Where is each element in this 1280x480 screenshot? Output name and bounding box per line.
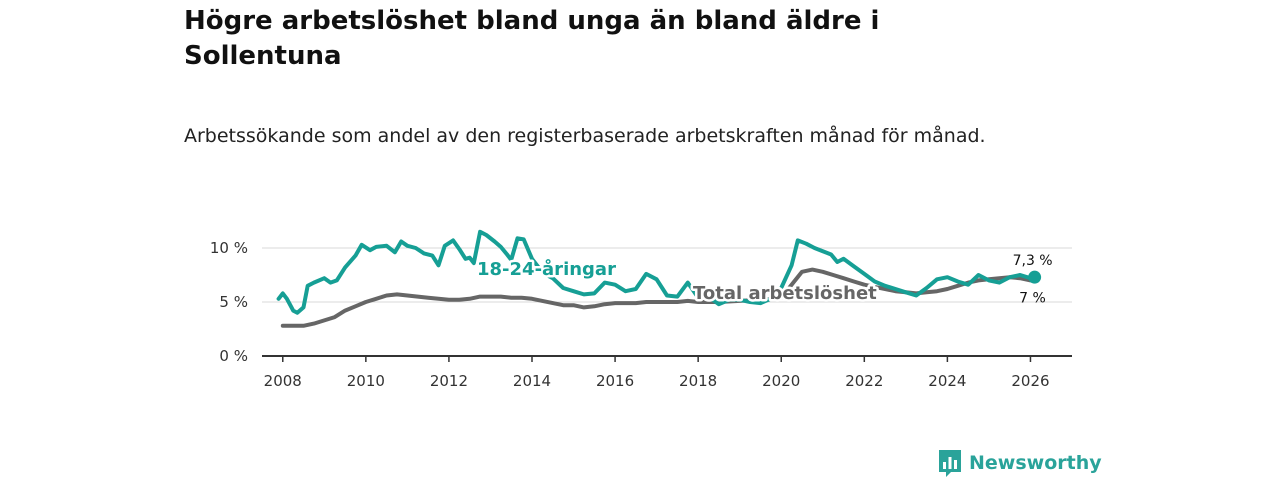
newsworthy-logo: Newsworthy [937, 448, 1102, 478]
series-lines [276, 229, 1042, 328]
series-labels: 7,3 % 7 % 18-24-åringar Total arbetslöshet [475, 253, 1053, 306]
y-axis-ticks: 0 % 5 % 10 % [210, 239, 248, 365]
x-axis-ticks: 2008 2010 2012 2014 2016 2018 2020 2022 2024 2026 [264, 356, 1050, 390]
x-tick-label: 2008 [264, 372, 302, 390]
newsworthy-bar-chart-icon [939, 450, 961, 477]
y-tick-label: 5 % [219, 293, 248, 311]
x-tick-label: 2016 [596, 372, 634, 390]
series-line-youth [276, 229, 1037, 315]
x-tick-label: 2020 [762, 372, 800, 390]
chart-subtitle: Arbetssökande som andel av den registerb… [184, 125, 986, 147]
x-tick-label: 2022 [845, 372, 883, 390]
brand-name: Newsworthy [969, 452, 1102, 474]
y-tick-label: 10 % [210, 239, 248, 257]
series-label-youth: 18-24-åringar [477, 258, 616, 280]
chart-title: Högre arbetslöshet bland unga än bland ä… [184, 6, 880, 71]
series-label-total: Total arbetslöshet [693, 283, 877, 304]
x-tick-label: 2018 [679, 372, 717, 390]
x-tick-label: 2014 [513, 372, 551, 390]
y-tick-label: 0 % [219, 347, 248, 365]
x-tick-label: 2026 [1011, 372, 1049, 390]
series-end-point-youth [1028, 270, 1042, 284]
end-value-label-total: 7 % [1019, 290, 1046, 306]
x-tick-label: 2024 [928, 372, 966, 390]
x-tick-label: 2010 [347, 372, 385, 390]
x-tick-label: 2012 [430, 372, 468, 390]
end-value-label-youth: 7,3 % [1013, 253, 1053, 269]
